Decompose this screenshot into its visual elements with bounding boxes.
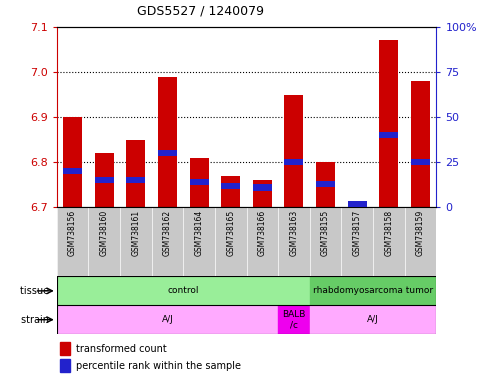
Text: GSM738158: GSM738158 [385,209,393,256]
Bar [63,168,82,174]
Bar [221,182,240,189]
Text: GSM738164: GSM738164 [195,209,204,256]
Text: GSM738156: GSM738156 [68,209,77,256]
Bar [411,159,430,166]
Text: A/J: A/J [367,315,379,324]
Text: tissue: tissue [20,286,52,296]
Bar [253,180,272,207]
Bar [158,76,177,207]
Bar [310,207,341,276]
Text: strain: strain [21,314,52,325]
Bar [380,132,398,138]
Text: rhabdomyosarcoma tumor: rhabdomyosarcoma tumor [313,286,433,295]
Bar [57,276,310,305]
Bar [253,184,272,191]
Text: GSM738160: GSM738160 [100,209,108,256]
Bar [405,207,436,276]
Bar [126,177,145,184]
Bar [316,162,335,207]
Bar [57,207,88,276]
Bar [341,207,373,276]
Bar [310,305,436,334]
Text: GSM738162: GSM738162 [163,209,172,256]
Bar [278,305,310,334]
Bar [246,207,278,276]
Text: BALB
/c: BALB /c [282,310,306,329]
Bar [215,207,246,276]
Bar [284,94,304,207]
Text: percentile rank within the sample: percentile rank within the sample [76,361,241,371]
Bar [95,177,113,184]
Text: GSM738166: GSM738166 [258,209,267,256]
Text: GDS5527 / 1240079: GDS5527 / 1240079 [138,4,264,17]
Bar [120,207,152,276]
Bar [126,140,145,207]
Bar [183,207,215,276]
Bar [348,200,367,207]
Bar [61,342,70,355]
Bar [316,181,335,187]
Text: GSM738165: GSM738165 [226,209,235,256]
Text: GSM738161: GSM738161 [131,209,141,256]
Text: GSM738163: GSM738163 [289,209,298,256]
Bar [189,158,209,207]
Bar [63,117,82,207]
Bar [88,207,120,276]
Bar [310,276,436,305]
Text: transformed count: transformed count [76,344,167,354]
Text: GSM738157: GSM738157 [352,209,362,256]
Bar [411,81,430,207]
Bar [284,159,304,166]
Bar [57,305,278,334]
Bar [61,359,70,372]
Text: control: control [168,286,199,295]
Text: GSM738155: GSM738155 [321,209,330,256]
Bar [278,207,310,276]
Text: A/J: A/J [162,315,174,324]
Bar [189,179,209,185]
Bar [152,207,183,276]
Bar [221,176,240,207]
Bar [158,150,177,156]
Text: GSM738159: GSM738159 [416,209,425,256]
Bar [95,153,113,207]
Bar [380,40,398,207]
Bar [373,207,405,276]
